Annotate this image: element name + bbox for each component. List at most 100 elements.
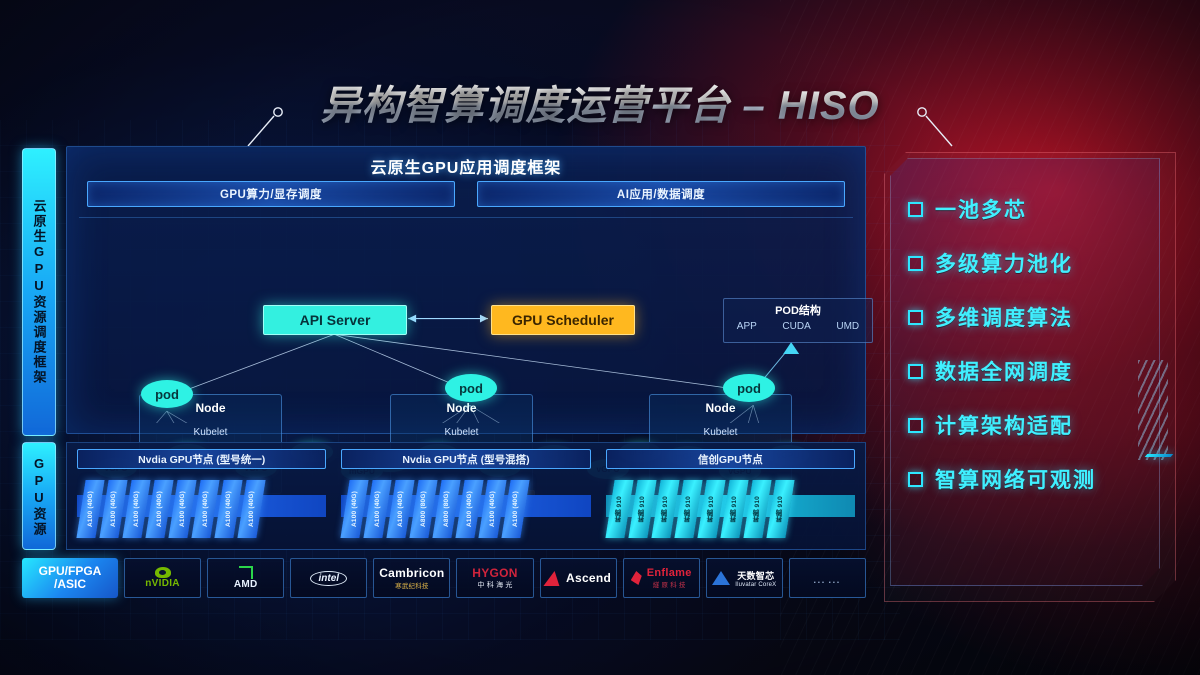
architecture-diagram: 云原生GPU资源调度框架 GPU资源 云原生GPU应用调度框架 GPU算力/显存… — [22, 146, 873, 602]
vendor-name: Cambricon — [379, 566, 445, 580]
vendor-nvidia[interactable]: nVIDIA — [124, 558, 202, 598]
feature-panel-frame-inner — [890, 158, 1160, 586]
gpu-card-label: A800 (80G) — [443, 491, 451, 527]
ellipsis-icon: …… — [812, 570, 843, 586]
feature-label: 智算网络可观测 — [935, 469, 1096, 492]
feature-item-1[interactable]: 一池多芯 — [908, 182, 1166, 236]
feature-label: 一池多芯 — [935, 199, 1027, 222]
pod-structure-items: APP CUDA UMD — [724, 321, 872, 332]
gpu-card-label: 昇腾 910 — [638, 495, 646, 523]
gpu-card-label: A100 (40G) — [512, 491, 520, 527]
checkbox-square-icon — [908, 417, 923, 433]
vendor-enflame[interactable]: Enflame 燧 原 科 技 — [622, 558, 700, 598]
feature-label: 多维调度算法 — [935, 307, 1073, 330]
gpu-card-label: A800 (80G) — [420, 491, 428, 527]
framework-title: 云原生GPU应用调度框架 — [370, 160, 562, 177]
gpu-node-label-row: Nvdia GPU节点 (型号统一) Nvdia GPU节点 (型号混搭) 信创… — [77, 449, 855, 469]
vendor-iluvatar[interactable]: 天数智芯 Iluvatar CoreX — [705, 558, 783, 598]
checkbox-square-icon — [908, 255, 923, 271]
feature-item-5[interactable]: 计算架构适配 — [908, 398, 1166, 452]
feature-panel-frame-outer — [884, 152, 1176, 602]
gpu-card-label: A100 (40G) — [87, 491, 94, 527]
vendor-name: Ascend — [566, 571, 612, 585]
checkbox-square-icon — [908, 201, 923, 217]
feature-list: 一池多芯多级算力池化 多维调度算法 数据全网调度计算架构适配智算网络可观测 — [908, 182, 1166, 506]
gpu-node-label-1[interactable]: Nvdia GPU节点 (型号统一) — [77, 449, 327, 469]
gpu-card-label: 昇腾 910 — [707, 495, 715, 523]
kubelet-label: Kubelet — [703, 427, 738, 438]
amd-logo-icon — [238, 566, 253, 579]
feature-label: 数据全网调度 — [935, 361, 1073, 384]
slide-title-bar: 异构智算调度运营平台 – HISO — [0, 72, 1200, 147]
feature-item-2[interactable]: 多级算力池化 — [908, 236, 1166, 290]
gpu-card-label: 昇腾 910 — [661, 495, 669, 523]
iluvatar-logo-icon — [712, 571, 731, 585]
feature-panel: 一池多芯多级算力池化 多维调度算法 数据全网调度计算架构适配智算网络可观测 — [884, 152, 1176, 602]
feature-item-6[interactable]: 智算网络可观测 — [908, 452, 1166, 506]
feature-item-3[interactable]: 多维调度算法 — [908, 290, 1166, 344]
checkbox-square-icon — [908, 309, 923, 325]
gpu-card-label: A100 (40G) — [133, 491, 140, 527]
gpu-card-label: 昇腾 910 — [730, 495, 738, 523]
title-decoration-right — [890, 102, 953, 148]
intel-logo-icon: intel — [310, 570, 348, 586]
topbar-gpu-compute[interactable]: GPU算力/显存调度 — [87, 181, 455, 207]
node-label: Node — [195, 401, 226, 415]
gpu-card-label: 昇腾 910 — [776, 495, 784, 523]
gpu-card-label: A100 (40G) — [374, 491, 382, 527]
vendor-cambricon[interactable]: Cambricon 寒武纪科技 — [373, 558, 451, 598]
gpu-resource-container: Nvdia GPU节点 (型号统一) Nvdia GPU节点 (型号混搭) 信创… — [66, 442, 866, 550]
gpu-card-label: A100 (40G) — [397, 491, 405, 527]
kubelet-label: Kubelet — [193, 427, 228, 438]
sidebar-label-gpu-resource: GPU资源 — [22, 442, 56, 550]
topbar-ai-app[interactable]: AI应用/数据调度 — [477, 181, 845, 207]
node-label: Node — [446, 401, 477, 415]
ascend-logo-icon — [543, 570, 563, 586]
feature-label: 多级算力池化 — [935, 253, 1073, 276]
api-server-node[interactable]: API Server — [263, 305, 407, 335]
vendor-name: HYGON — [472, 566, 518, 580]
gpu-card-group-2: A100 (40G) A100 (40G) A100 (40G) A800 (80G)… — [340, 475, 591, 543]
gpu-card-label: A100 (40G) — [351, 491, 359, 527]
pod-structure-title: POD结构 — [775, 305, 821, 317]
pod-node-2[interactable]: pod — [445, 374, 497, 402]
nvidia-logo-icon — [154, 567, 171, 578]
sidebar-label-framework: 云原生GPU资源调度框架 — [22, 148, 56, 436]
gpu-node-label-2[interactable]: Nvdia GPU节点 (型号混搭) — [341, 449, 591, 469]
gpu-card-label: A100 (40G) — [110, 491, 117, 527]
pod-layer-cuda: CUDA — [782, 321, 811, 332]
pod-node-3[interactable]: pod — [723, 374, 775, 402]
vendor-chip-line1: GPU/FPGA — [38, 564, 102, 579]
vendor-subtitle: 寒武纪科技 — [395, 583, 429, 590]
vendor-name: 天数智芯 — [737, 570, 775, 581]
kubelet-label: Kubelet — [444, 427, 479, 438]
gpu-card-label: A100 (40G) — [489, 491, 497, 527]
pod-node-1[interactable]: pod — [141, 380, 193, 408]
node-label: Node — [705, 401, 736, 415]
vendor-amd[interactable]: AMD — [207, 558, 285, 598]
checkbox-square-icon — [908, 363, 923, 379]
vendor-more[interactable]: …… — [788, 558, 866, 598]
panel-hatch-decoration — [1138, 360, 1168, 460]
gpu-scheduler-node[interactable]: GPU Scheduler — [491, 305, 635, 335]
gpu-card-group-1: A100 (40G) A100 (40G) A100 (40G) A100 (40G)… — [76, 475, 327, 543]
gpu-card-label: 昇腾 910 — [615, 495, 623, 523]
gpu-node-label-3[interactable]: 信创GPU节点 — [605, 449, 855, 469]
feature-item-4[interactable]: 数据全网调度 — [908, 344, 1166, 398]
gpu-card-label: A100 (40G) — [179, 491, 186, 527]
vendor-subtitle: 燧 原 科 技 — [652, 582, 686, 589]
vendor-intel[interactable]: intel — [290, 558, 368, 598]
framework-container: 云原生GPU应用调度框架 GPU算力/显存调度 AI应用/数据调度 — [66, 146, 873, 517]
gpu-card-label: A100 (40G) — [248, 491, 255, 527]
page-title: 异构智算调度运营平台 – HISO — [320, 73, 879, 131]
vendor-hygon[interactable]: HYGON 中 科 海 光 — [456, 558, 534, 598]
gpu-card-label: 昇腾 910 — [684, 495, 692, 523]
gpu-card-label: A100 (40G) — [225, 491, 232, 527]
framework-topbar-row: GPU算力/显存调度 AI应用/数据调度 — [87, 181, 845, 207]
title-decoration-left — [247, 102, 310, 148]
vendor-name: Enflame — [646, 567, 692, 579]
vendor-chip-line2: /ASIC — [53, 577, 86, 591]
gpu-card-label: 昇腾 910 — [753, 495, 761, 523]
vendor-ascend[interactable]: Ascend — [539, 558, 617, 598]
